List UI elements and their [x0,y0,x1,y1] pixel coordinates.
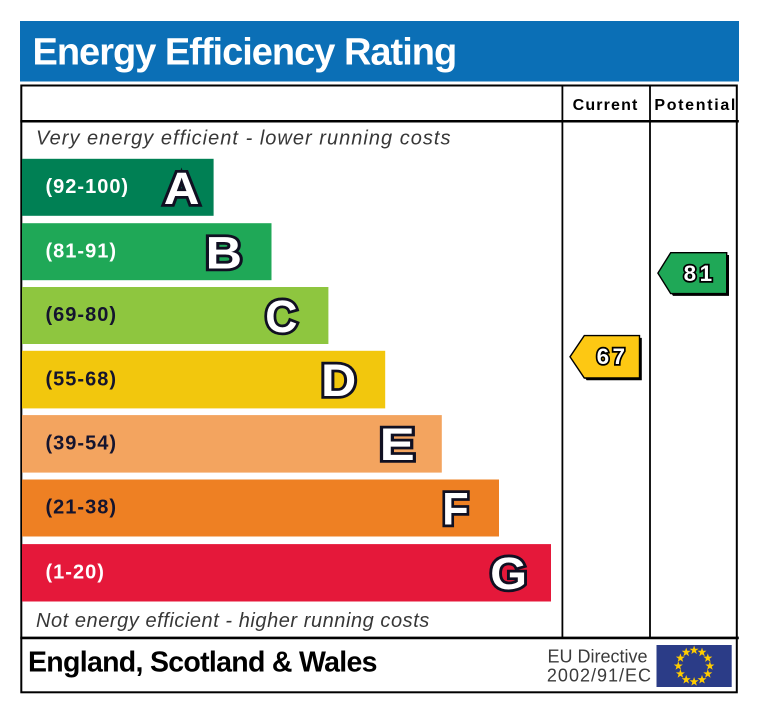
svg-text:D: D [321,356,356,406]
svg-text:81: 81 [684,261,716,286]
svg-text:Current: Current [573,97,639,114]
svg-text:Energy Efficiency Rating: Energy Efficiency Rating [33,32,457,74]
svg-text:C: C [265,292,297,342]
svg-text:(92-100): (92-100) [46,176,130,198]
svg-text:B: B [206,229,242,279]
svg-text:67: 67 [597,344,629,369]
svg-text:Not energy efficient - higher: Not energy efficient - higher running co… [36,610,430,632]
svg-text:(81-91): (81-91) [46,241,117,263]
svg-text:E: E [380,421,415,471]
svg-text:F: F [442,485,468,535]
svg-text:(1-20): (1-20) [46,561,105,583]
svg-text:G: G [490,548,527,599]
svg-text:2002/91/EC: 2002/91/EC [547,666,652,686]
svg-text:A: A [164,164,200,214]
svg-text:Potential: Potential [654,97,737,114]
svg-text:(69-80): (69-80) [46,304,117,326]
svg-text:EU Directive: EU Directive [547,646,647,666]
svg-text:(55-68): (55-68) [46,368,117,390]
svg-text:England, Scotland & Wales: England, Scotland & Wales [28,647,377,679]
svg-text:Very energy efficient - lower: Very energy efficient - lower running co… [36,128,452,150]
svg-text:(21-38): (21-38) [46,497,117,519]
svg-text:(39-54): (39-54) [46,432,117,454]
